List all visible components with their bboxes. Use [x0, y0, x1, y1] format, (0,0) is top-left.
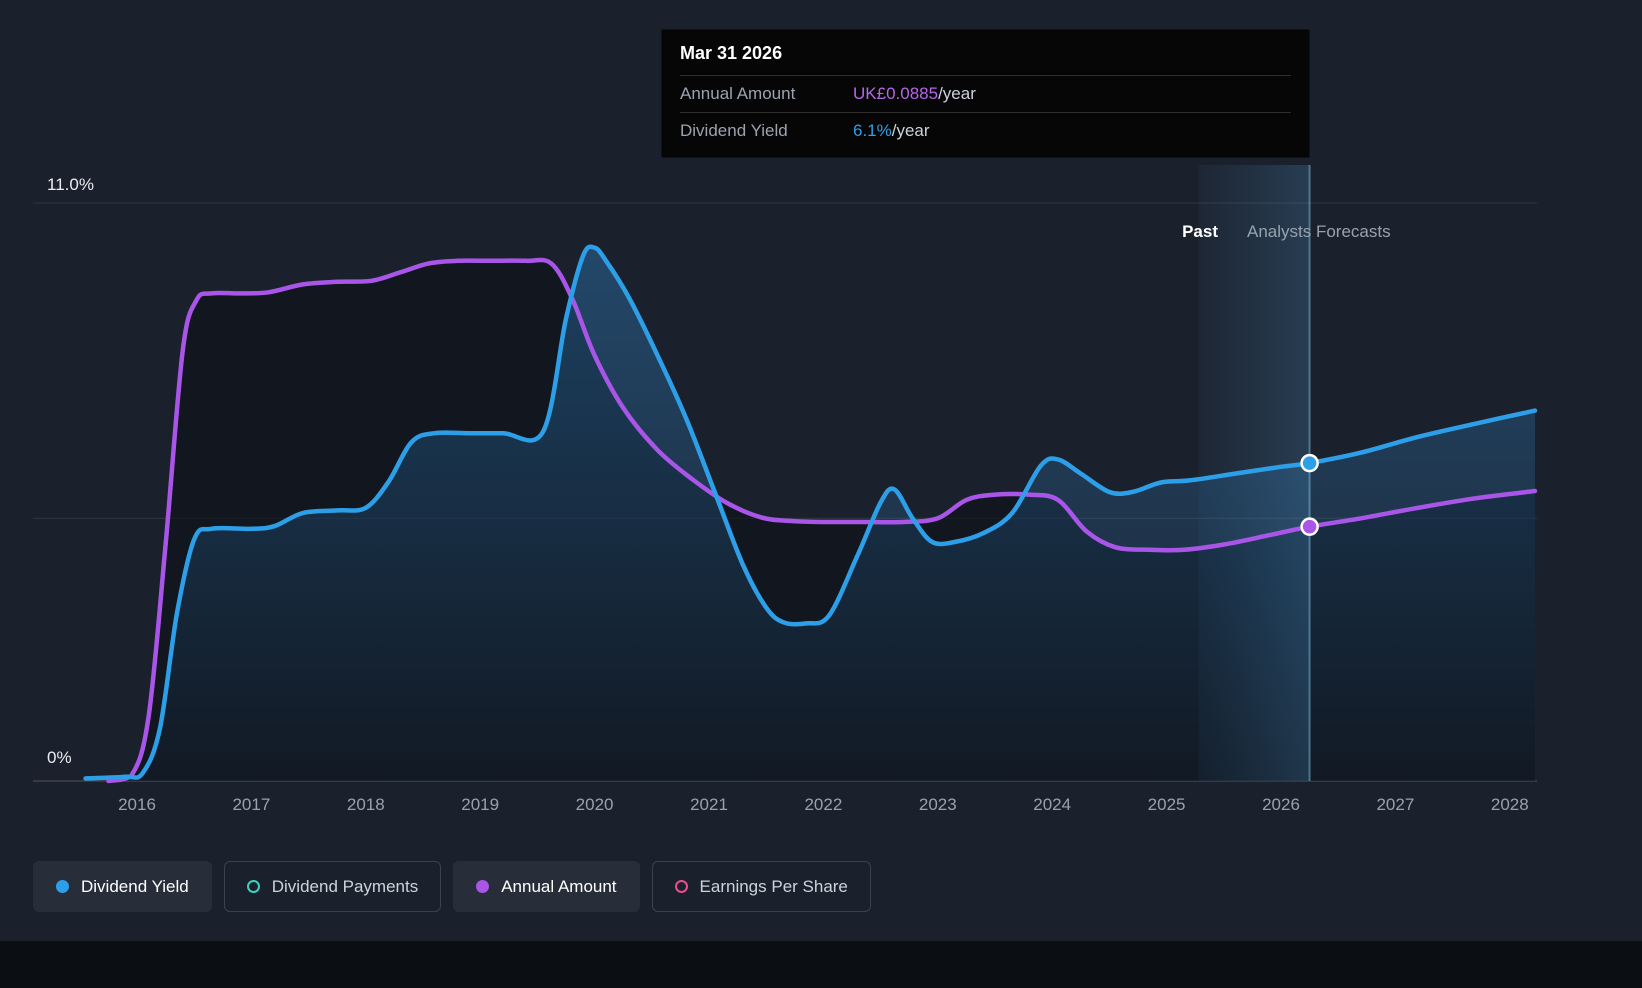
tooltip-value: 6.1% [853, 121, 892, 140]
y-axis-label-max: 11.0% [47, 175, 94, 194]
tooltip-suffix: /year [891, 121, 930, 140]
dividend-yield-line [83, 244, 1538, 781]
dividend-yield-marker[interactable] [1300, 453, 1319, 473]
dividend-yield-marker-icon [56, 880, 69, 893]
dividend-payments-marker-icon [246, 880, 260, 893]
analysts-forecasts-label: Analysts Forecasts [1247, 222, 1391, 241]
chart-tooltip: Mar 31 2026 Annual Amount UK£0.0885/year… [661, 29, 1310, 158]
tooltip-value: UK£0.0885 [853, 84, 939, 103]
chart-legend: Dividend Yield Dividend Payments Annual Am… [33, 861, 871, 912]
legend-label: Earnings Per Share [699, 876, 848, 896]
legend-dividend-yield[interactable]: Dividend Yield [33, 861, 212, 912]
past-label: Past [1182, 222, 1218, 241]
legend-earnings-per-share[interactable]: Earnings Per Share [651, 861, 871, 912]
tooltip-suffix: /year [938, 84, 976, 103]
dividend-yield-area [85, 246, 1535, 781]
y-axis-label-min: 0% [47, 748, 72, 767]
tooltip-row-dividend-yield: Dividend Yield 6.1%/year [680, 112, 1291, 149]
annual-amount-marker-icon [476, 880, 490, 893]
tooltip-row-annual-amount: Annual Amount UK£0.0885/year [680, 75, 1291, 112]
annual-amount-marker[interactable] [1300, 517, 1319, 536]
legend-label: Dividend Payments [271, 876, 419, 896]
legend-label: Dividend Yield [81, 876, 189, 896]
earnings-per-share-marker-icon [674, 880, 688, 893]
legend-label: Annual Amount [501, 876, 617, 896]
legend-dividend-payments[interactable]: Dividend Payments [223, 861, 442, 912]
tooltip-label: Dividend Yield [680, 121, 788, 140]
tooltip-label: Annual Amount [680, 84, 796, 103]
footer-bar [0, 941, 1642, 988]
tooltip-date: Mar 31 2026 [680, 43, 783, 63]
annual-amount-line [106, 257, 1538, 784]
legend-annual-amount[interactable]: Annual Amount [453, 861, 640, 912]
